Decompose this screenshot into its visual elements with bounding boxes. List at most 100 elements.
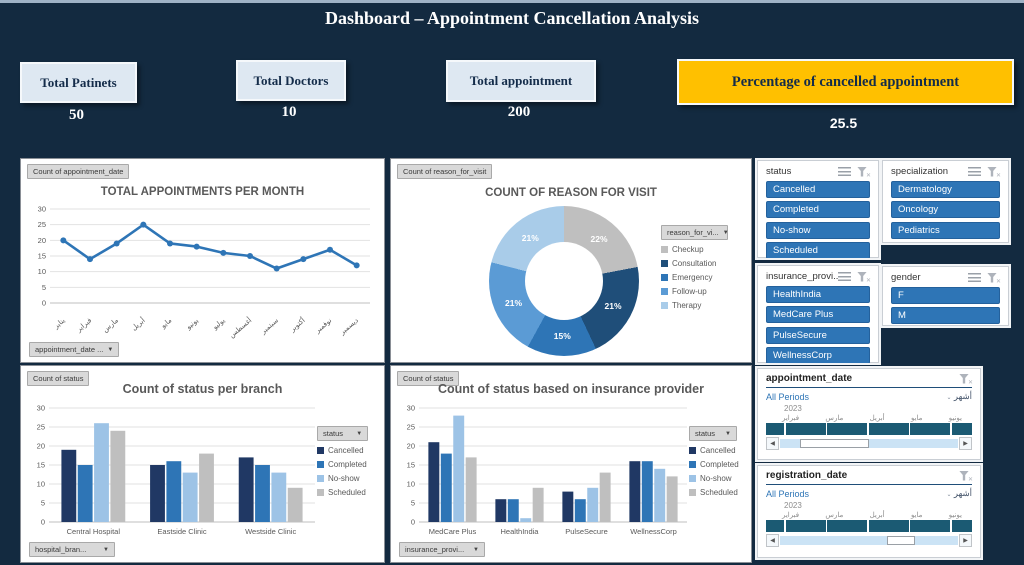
slicer-item-healthindia[interactable]: HealthIndia [766, 285, 870, 303]
kpi-label: Total appointment [469, 73, 573, 88]
timeline-period-tile[interactable] [827, 423, 868, 435]
timeline-month-label: مارس [825, 512, 844, 519]
svg-text:25: 25 [38, 220, 46, 229]
svg-text:أبريل: أبريل [129, 315, 147, 332]
svg-text:MedCare Plus: MedCare Plus [429, 527, 477, 536]
axis-field-label: appointment_date ... [35, 345, 104, 354]
scroll-right-button[interactable]: ▶ [959, 534, 972, 547]
timeline-title: registration_date [766, 470, 848, 481]
timeline-month-label: يونيو [948, 512, 962, 519]
svg-text:PulseSecure: PulseSecure [565, 527, 608, 536]
clear-filter-icon[interactable]: ✕ [987, 166, 1001, 179]
legend-swatch [689, 489, 696, 496]
axis-field-dropdown[interactable]: hospital_bran... ▼ [29, 542, 115, 557]
svg-text:25: 25 [37, 423, 45, 432]
timeline-month-label: مايو [910, 415, 923, 422]
legend-entry: Cancelled [689, 446, 749, 455]
timeline-period-tile[interactable] [951, 520, 972, 532]
axis-field-dropdown[interactable]: insurance_provi... ▼ [399, 542, 485, 557]
chart-appointments-per-month: Count of appointment_date TOTAL APPOINTM… [20, 158, 385, 363]
multi-select-icon[interactable] [968, 273, 981, 282]
multi-select-icon[interactable] [968, 167, 981, 176]
chart-status-by-insurance: Count of status Count of status based on… [390, 365, 752, 563]
pivot-field-button[interactable]: Count of appointment_date [27, 164, 130, 179]
timeline-period-label: All Periods [766, 391, 810, 402]
bar-plot-area: 0 5 10 15 20 25 30 Central Hospital Eastside Cli… [23, 402, 319, 557]
legend-field-dropdown[interactable]: reason_for_vi... ▼ [661, 225, 729, 240]
legend-swatch [661, 302, 668, 309]
slicer-item-completed[interactable]: Completed [766, 201, 870, 218]
slicer-item-oncology[interactable]: Oncology [891, 201, 1000, 218]
donut-hole [525, 242, 603, 320]
legend-label: Scheduled [328, 488, 366, 497]
kpi-value-appointments: 200 [507, 104, 531, 120]
slicer-item-pediatrics[interactable]: Pediatrics [891, 221, 1000, 239]
slice-data-label: 21% [604, 300, 622, 311]
slicer-item-m[interactable]: M [891, 307, 1000, 324]
clear-filter-icon[interactable]: ✕ [857, 166, 871, 179]
scrollbar-track[interactable] [780, 536, 958, 545]
timeline-month-label: مارس [825, 415, 844, 422]
timeline-period-tile[interactable] [868, 520, 909, 532]
clear-filter-icon[interactable]: ✕ [959, 470, 973, 483]
scroll-right-button[interactable]: ▶ [959, 437, 972, 450]
legend-label: Scheduled [700, 488, 738, 497]
clear-filter-icon[interactable]: ✕ [987, 272, 1001, 285]
legend-entry: Completed [317, 460, 381, 469]
kpi-total-patients: Total Patinets [20, 62, 137, 103]
slicer-item-medcare-plus[interactable]: MedCare Plus [766, 306, 870, 323]
slicer-item-cancelled[interactable]: Cancelled [766, 180, 870, 198]
svg-text:HealthIndia: HealthIndia [501, 527, 540, 536]
clear-filter-icon[interactable]: ✕ [857, 271, 871, 284]
timeline-unit-dropdown[interactable]: ⌄ أشهر [946, 488, 973, 498]
svg-text:يوليو: يوليو [210, 316, 226, 331]
scrollbar-thumb[interactable] [799, 439, 870, 448]
legend-entry: Scheduled [317, 488, 381, 497]
timeline-month-label: فبراير [782, 512, 800, 519]
timeline-period-tile[interactable] [785, 520, 826, 532]
clear-filter-icon[interactable]: ✕ [959, 373, 973, 386]
scroll-left-button[interactable]: ◀ [766, 437, 779, 450]
legend-entry: No-show [689, 474, 749, 483]
timeline-period-tile[interactable] [910, 423, 951, 435]
pivot-field-button[interactable]: Count of status [27, 371, 90, 386]
timeline-period-tile[interactable] [868, 423, 909, 435]
timeline-period-tile[interactable] [766, 423, 785, 435]
slicer-item-wellnesscorp[interactable]: WellnessCorp [766, 347, 870, 364]
legend-entry: Checkup [661, 245, 745, 254]
kpi-value-cancelled-pct: 25.5 [829, 115, 858, 131]
legend-label: Consultation [672, 259, 717, 268]
legend-field-label: status [695, 429, 716, 438]
chevron-down-icon: ▼ [103, 546, 109, 553]
bar-legend: status ▼ Cancelled Completed No-show Schedu… [689, 426, 749, 502]
slicer-item-dermatology[interactable]: Dermatology [891, 180, 1000, 198]
slicer-item-pulsesecure[interactable]: PulseSecure [766, 326, 870, 344]
scrollbar-thumb[interactable] [886, 536, 916, 545]
legend-field-dropdown[interactable]: status ▼ [689, 426, 737, 441]
axis-field-dropdown[interactable]: appointment_date ... ▼ [29, 342, 120, 357]
multi-select-icon[interactable] [838, 272, 851, 281]
legend-field-dropdown[interactable]: status ▼ [317, 426, 369, 441]
scrollbar-track[interactable] [780, 439, 958, 448]
timeline-month-label: أبريل [869, 415, 885, 422]
multi-select-icon[interactable] [838, 167, 851, 176]
scroll-left-button[interactable]: ◀ [766, 534, 779, 547]
pivot-field-button[interactable]: Count of status [397, 371, 460, 386]
slice-data-label: 21% [505, 297, 523, 308]
timeline-period-tile[interactable] [785, 423, 826, 435]
slicer-item-scheduled[interactable]: Scheduled [766, 242, 870, 259]
timeline-month-label: فبراير [782, 415, 800, 422]
timeline-unit-dropdown[interactable]: ⌄ أشهر [946, 391, 973, 401]
timeline-period-tile[interactable] [827, 520, 868, 532]
legend-swatch [689, 461, 696, 468]
timeline-period-tile[interactable] [951, 423, 972, 435]
slicer-item-f[interactable]: F [891, 286, 1000, 304]
timeline-period-tile[interactable] [910, 520, 951, 532]
slicer-title: specialization [891, 166, 949, 177]
slicer-item-no-show[interactable]: No-show [766, 221, 870, 239]
svg-text:مارس: مارس [101, 316, 120, 334]
timeline-period-tile[interactable] [766, 520, 785, 532]
kpi-value-doctors: 10 [281, 104, 297, 120]
pivot-field-button[interactable]: Count of reason_for_visit [397, 164, 493, 179]
svg-text:0: 0 [41, 518, 45, 527]
